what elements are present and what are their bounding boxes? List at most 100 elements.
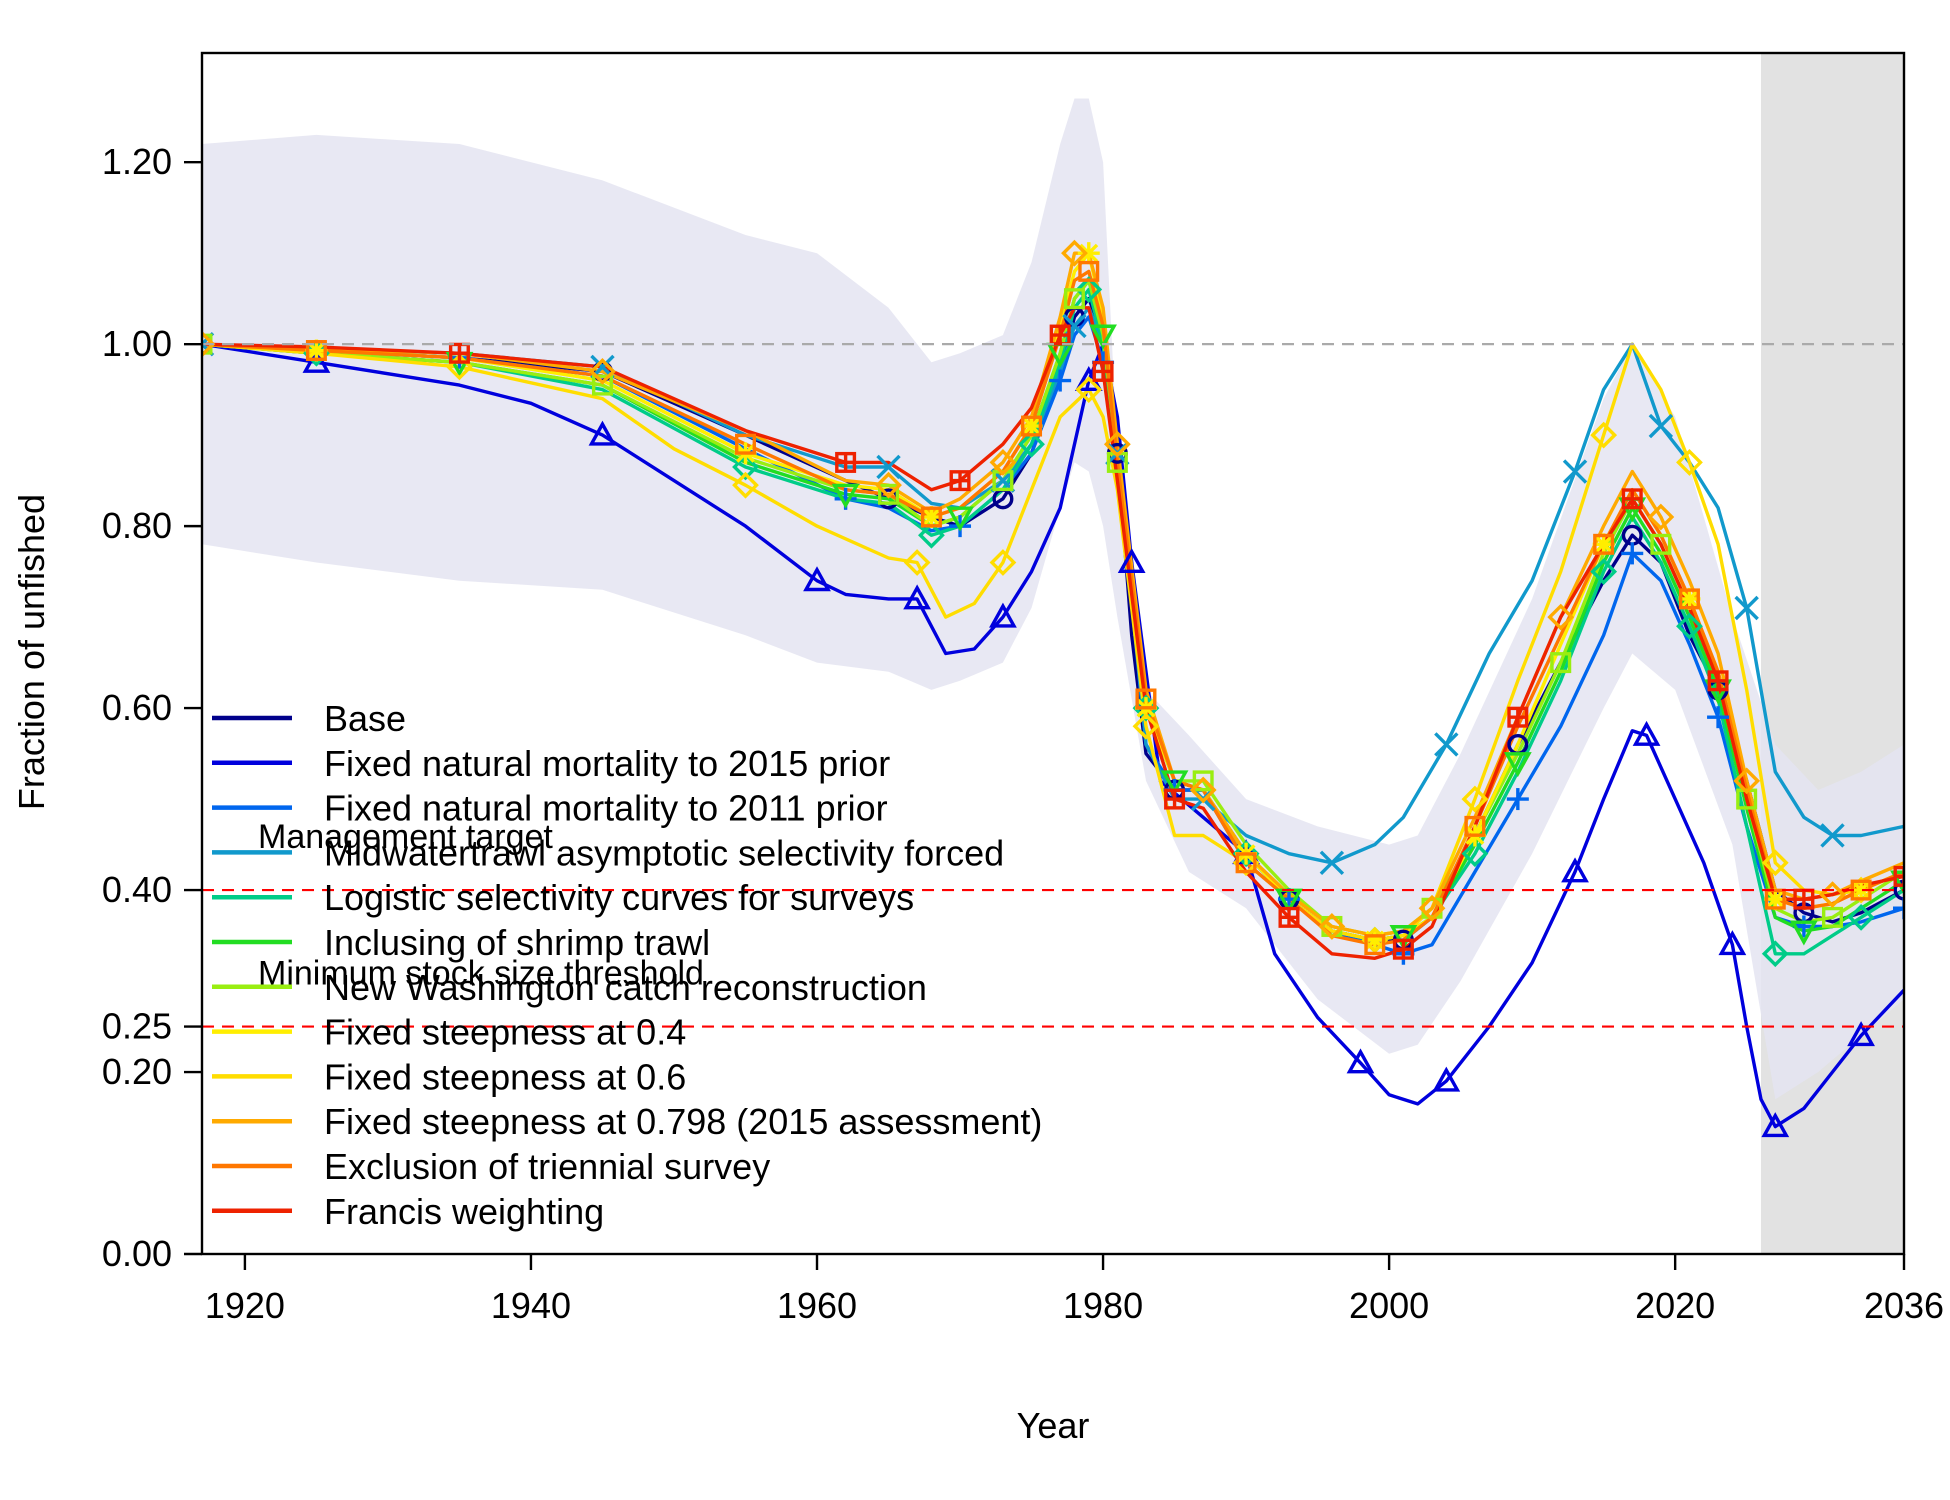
data-point xyxy=(1621,542,1644,565)
plot-frame xyxy=(200,51,1906,1256)
data-point xyxy=(1761,940,1789,968)
legend-item: Fixed natural mortality to 2015 prior xyxy=(212,743,890,784)
data-point xyxy=(946,506,974,532)
y-tick-label: 0.20 xyxy=(102,1051,172,1092)
data-point xyxy=(1676,449,1703,476)
legend-item: Inclusing of shrimp trawl xyxy=(212,922,710,963)
data-point xyxy=(1346,1048,1375,1074)
data-point xyxy=(1847,903,1875,931)
legend-item: New Washington catch reconstruction xyxy=(212,967,927,1008)
legend-item: Fixed steepness at 0.798 (2015 assessmen… xyxy=(212,1101,1042,1142)
y-tick-label: 1.20 xyxy=(102,141,172,182)
legend-label: Inclusing of shrimp trawl xyxy=(324,922,710,963)
y-tick-label: 0.00 xyxy=(102,1233,172,1274)
data-point xyxy=(878,483,900,505)
data-point xyxy=(1364,934,1386,956)
data-point xyxy=(1707,670,1729,692)
legend-item: Logistic selectivity curves for surveys xyxy=(212,877,914,918)
legend-label: Logistic selectivity curves for surveys xyxy=(324,877,914,918)
data-point xyxy=(1847,1021,1875,1047)
series-line xyxy=(202,342,1904,942)
data-point xyxy=(1707,706,1730,729)
x-tick-label: 1980 xyxy=(1063,1285,1143,1326)
data-point xyxy=(1621,488,1643,510)
data-point xyxy=(732,453,759,481)
x-tick-label: 1920 xyxy=(205,1285,285,1326)
legend-item: Base xyxy=(212,698,406,739)
legend-label: Base xyxy=(324,698,406,739)
legend-label: Fixed steepness at 0.4 xyxy=(324,1012,686,1053)
data-point xyxy=(1734,595,1759,621)
data-point xyxy=(1561,857,1589,883)
data-point xyxy=(1189,776,1217,804)
data-point xyxy=(1733,767,1761,795)
data-point xyxy=(1063,288,1085,310)
data-point xyxy=(1789,920,1818,946)
data-point xyxy=(1103,430,1131,458)
data-point xyxy=(1461,840,1489,868)
data-point xyxy=(1590,421,1618,449)
data-point xyxy=(1678,588,1700,610)
legend-item: Francis weighting xyxy=(212,1191,604,1232)
data-point xyxy=(1562,459,1588,484)
data-point xyxy=(803,566,831,592)
data-point xyxy=(1506,788,1529,811)
data-point xyxy=(305,340,327,362)
data-point xyxy=(1049,369,1072,392)
data-point xyxy=(1418,894,1446,922)
legend-label: Fixed natural mortality to 2011 prior xyxy=(324,788,888,829)
data-point xyxy=(1676,612,1703,640)
data-point xyxy=(732,471,759,499)
data-point xyxy=(876,454,901,480)
data-point xyxy=(1021,415,1043,437)
data-point xyxy=(1893,897,1904,920)
data-point xyxy=(1135,688,1157,710)
data-point xyxy=(1192,770,1214,792)
data-point xyxy=(918,521,945,549)
legend-item: Fixed natural mortality to 2011 prior xyxy=(212,788,888,829)
data-point xyxy=(835,451,857,473)
data-point xyxy=(1632,720,1661,746)
data-point xyxy=(1764,888,1786,910)
reference-line-label: Minimum stock size threshold xyxy=(258,955,704,993)
y-tick-label: 0.60 xyxy=(102,687,172,728)
y-tick-label: 0.80 xyxy=(102,505,172,546)
reference-line-label: Management target xyxy=(258,818,553,856)
y-axis-title: Fraction of unfished xyxy=(11,494,52,810)
data-point xyxy=(989,602,1017,628)
data-point xyxy=(302,347,331,373)
data-point xyxy=(903,584,932,610)
data-point xyxy=(1089,324,1117,350)
data-point xyxy=(1890,870,1904,896)
data-point xyxy=(1461,785,1489,813)
data-point xyxy=(1547,603,1575,631)
data-point xyxy=(1432,1066,1461,1092)
data-point xyxy=(1062,313,1087,339)
data-point xyxy=(1235,852,1257,874)
data-point xyxy=(1761,849,1789,877)
data-point xyxy=(1318,913,1346,940)
data-point xyxy=(1132,712,1160,740)
x-axis-title: Year xyxy=(1017,1405,1090,1446)
data-point xyxy=(1075,276,1103,303)
data-point xyxy=(875,471,902,499)
data-point xyxy=(1434,732,1459,757)
x-tick-label: 1940 xyxy=(491,1285,571,1326)
x-tick-label: 2000 xyxy=(1349,1285,1429,1326)
data-point xyxy=(1761,1112,1790,1138)
data-point xyxy=(949,470,971,492)
x-tick-label: 2020 xyxy=(1635,1285,1715,1326)
data-point xyxy=(1590,558,1618,586)
data-point xyxy=(1117,548,1146,574)
legend-label: Exclusion of triennial survey xyxy=(324,1146,770,1187)
legend-label: Fixed natural mortality to 2015 prior xyxy=(324,743,890,784)
data-point xyxy=(1650,533,1672,555)
x-tick-label: 2036 xyxy=(1864,1285,1944,1326)
legend-label: Fixed steepness at 0.798 (2015 assessmen… xyxy=(324,1101,1042,1142)
data-point xyxy=(1164,788,1186,810)
data-point xyxy=(920,506,942,528)
data-point xyxy=(1078,260,1100,282)
legend-item: Fixed steepness at 0.6 xyxy=(212,1056,686,1097)
data-point xyxy=(1092,360,1114,382)
data-point xyxy=(1503,752,1532,778)
